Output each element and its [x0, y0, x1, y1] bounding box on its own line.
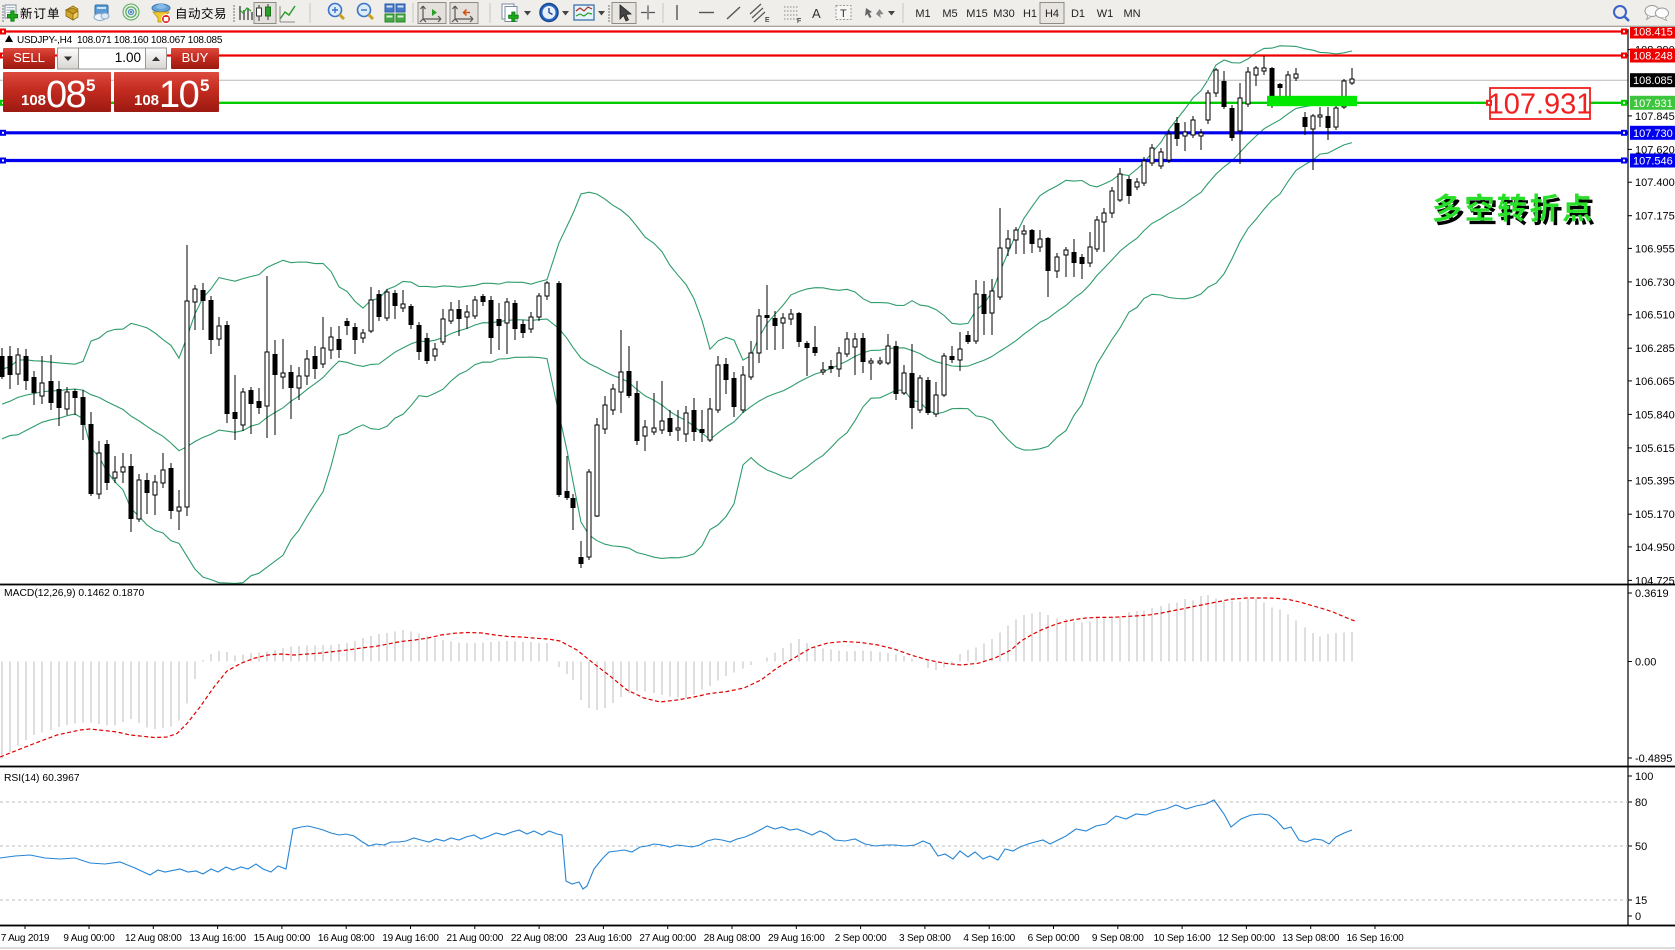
svg-text:SELL: SELL — [13, 50, 45, 65]
svg-text:7 Aug 2019: 7 Aug 2019 — [1, 933, 50, 944]
svg-text:13 Aug 16:00: 13 Aug 16:00 — [189, 933, 246, 944]
svg-text:M15: M15 — [966, 8, 987, 20]
svg-text:F: F — [797, 18, 801, 25]
svg-text:M5: M5 — [942, 8, 957, 20]
svg-text:4 Sep 16:00: 4 Sep 16:00 — [963, 933, 1015, 944]
svg-text:H1: H1 — [1023, 8, 1037, 20]
svg-text:106.510: 106.510 — [1635, 310, 1675, 322]
svg-text:105.395: 105.395 — [1635, 476, 1675, 488]
svg-text:2 Sep 00:00: 2 Sep 00:00 — [835, 933, 887, 944]
svg-text:27 Aug 00:00: 27 Aug 00:00 — [639, 933, 696, 944]
svg-text:1.00: 1.00 — [115, 50, 141, 65]
svg-text:16 Sep 16:00: 16 Sep 16:00 — [1346, 933, 1404, 944]
svg-text:E: E — [765, 17, 770, 24]
svg-text:0: 0 — [1635, 911, 1641, 923]
svg-text:H4: H4 — [1045, 8, 1059, 20]
svg-text:107.620: 107.620 — [1635, 144, 1675, 156]
svg-text:107.175: 107.175 — [1635, 211, 1675, 223]
svg-text:23 Aug 16:00: 23 Aug 16:00 — [575, 933, 632, 944]
svg-text:D1: D1 — [1071, 8, 1085, 20]
svg-text:A: A — [812, 6, 821, 21]
svg-text:105.840: 105.840 — [1635, 409, 1675, 421]
svg-text:100: 100 — [1635, 771, 1653, 783]
svg-text:MACD(12,26,9) 0.1462 0.1870: MACD(12,26,9) 0.1462 0.1870 — [4, 588, 145, 599]
svg-text:50: 50 — [1635, 841, 1647, 853]
svg-text:T: T — [840, 8, 847, 20]
svg-text:107.931: 107.931 — [1633, 98, 1673, 110]
svg-text:80: 80 — [1635, 797, 1647, 809]
svg-text:106.730: 106.730 — [1635, 277, 1675, 289]
svg-text:BUY: BUY — [182, 50, 209, 65]
svg-text:3 Sep 08:00: 3 Sep 08:00 — [899, 933, 951, 944]
svg-text:15: 15 — [1635, 895, 1647, 907]
svg-text:5: 5 — [200, 76, 209, 95]
svg-text:USDJPY-,H4 108.071 108.160 10: USDJPY-,H4 108.071 108.160 108.067 108.0… — [17, 35, 223, 46]
svg-text:10: 10 — [159, 74, 199, 116]
svg-text:-0.4895: -0.4895 — [1635, 753, 1672, 765]
svg-text:6 Sep 00:00: 6 Sep 00:00 — [1028, 933, 1080, 944]
svg-text:106.065: 106.065 — [1635, 376, 1675, 388]
svg-text:107.546: 107.546 — [1633, 156, 1673, 168]
svg-text:108.415: 108.415 — [1633, 27, 1673, 39]
svg-text:MN: MN — [1123, 8, 1140, 20]
svg-text:107.845: 107.845 — [1635, 111, 1675, 123]
svg-text:108.248: 108.248 — [1633, 51, 1673, 63]
svg-text:107.730: 107.730 — [1633, 128, 1673, 140]
svg-text:28 Aug 08:00: 28 Aug 08:00 — [704, 933, 761, 944]
svg-text:107.400: 107.400 — [1635, 177, 1675, 189]
svg-text:108: 108 — [134, 92, 159, 109]
svg-text:9 Sep 08:00: 9 Sep 08:00 — [1092, 933, 1144, 944]
svg-text:107.931: 107.931 — [1488, 89, 1593, 121]
svg-text:M1: M1 — [915, 8, 930, 20]
svg-text:15 Aug 00:00: 15 Aug 00:00 — [254, 933, 311, 944]
svg-text:13 Sep 08:00: 13 Sep 08:00 — [1282, 933, 1340, 944]
svg-text:21 Aug 00:00: 21 Aug 00:00 — [447, 933, 504, 944]
svg-text:108: 108 — [21, 92, 46, 109]
svg-text:0.00: 0.00 — [1635, 657, 1656, 669]
svg-text:10 Sep 16:00: 10 Sep 16:00 — [1154, 933, 1212, 944]
svg-text:W1: W1 — [1097, 8, 1114, 20]
svg-text:105.615: 105.615 — [1635, 443, 1675, 455]
svg-text:08: 08 — [46, 74, 86, 116]
svg-text:29 Aug 16:00: 29 Aug 16:00 — [768, 933, 825, 944]
svg-text:104.950: 104.950 — [1635, 542, 1675, 554]
svg-text:108.085: 108.085 — [1633, 75, 1673, 87]
svg-text:106.955: 106.955 — [1635, 243, 1675, 255]
svg-text:M30: M30 — [993, 8, 1014, 20]
svg-text:5: 5 — [86, 76, 95, 95]
svg-text:16 Aug 08:00: 16 Aug 08:00 — [318, 933, 375, 944]
svg-text:106.285: 106.285 — [1635, 343, 1675, 355]
svg-text:9 Aug 00:00: 9 Aug 00:00 — [63, 933, 115, 944]
svg-text:RSI(14) 60.3967: RSI(14) 60.3967 — [4, 773, 80, 784]
svg-text:19 Aug 16:00: 19 Aug 16:00 — [382, 933, 439, 944]
svg-text:105.170: 105.170 — [1635, 509, 1675, 521]
svg-text:12 Sep 00:00: 12 Sep 00:00 — [1218, 933, 1276, 944]
svg-text:104.725: 104.725 — [1635, 575, 1675, 587]
svg-text:0.3619: 0.3619 — [1635, 588, 1669, 600]
svg-text:12 Aug 08:00: 12 Aug 08:00 — [125, 933, 182, 944]
svg-text:22 Aug 08:00: 22 Aug 08:00 — [511, 933, 568, 944]
